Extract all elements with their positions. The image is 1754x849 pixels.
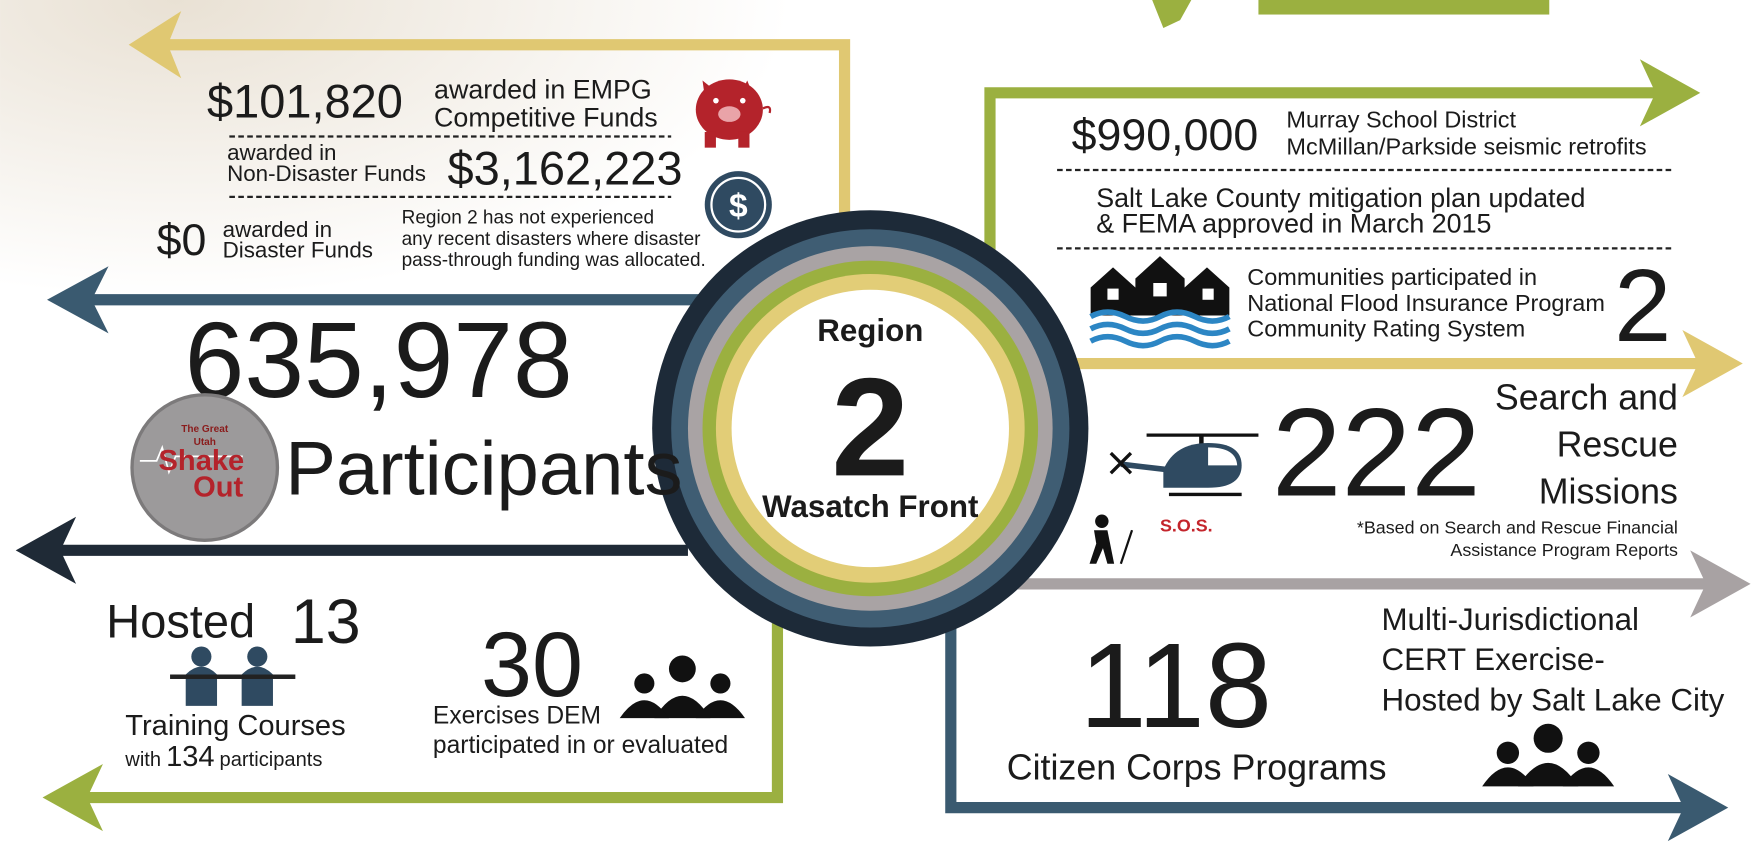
empg-label: awarded in EMPG [434,74,652,104]
text: participants [220,749,323,771]
dollar-symbol: $ [729,188,748,225]
sar-note: Assistance Program Reports [1450,540,1678,560]
retrofit-label: McMillan/Parkside seismic retrofits [1286,133,1646,159]
logo-text: The Great [181,424,229,435]
decor [1258,0,1549,15]
sar-count: 222 [1272,383,1481,523]
disaster-amount: $0 [157,215,207,265]
disaster-note: any recent disasters where disaster [402,229,702,250]
nfip-text: National Flood Insurance Program [1247,290,1605,316]
disaster-note: pass-through funding was allocated. [402,250,706,271]
disaster-label: Disaster Funds [223,237,373,262]
sos-text: S.O.S. [1160,515,1213,535]
nfip-count: 2 [1614,248,1671,363]
exercises-label: participated in or evaluated [433,732,728,759]
center-number: 2 [831,348,909,505]
cert-text: Multi-Jurisdictional [1381,602,1639,637]
empg-label: Competitive Funds [434,102,658,132]
nfip-text: Communities participated in [1247,264,1537,290]
training-count: 13 [291,587,361,657]
cert-label: Citizen Corps Programs [1007,748,1387,788]
sar-label: Missions [1539,471,1678,511]
sar-note: *Based on Search and Rescue Financial [1357,518,1678,538]
center-subtitle: Wasatch Front [762,489,979,524]
shakeout-number: 635,978 [185,300,573,420]
shakeout-label: Participants [285,426,682,511]
nondisaster-amount: $3,162,223 [447,142,682,195]
training-label: Training Courses [125,710,345,742]
cert-text: CERT Exercise- [1381,642,1604,677]
retrofit-amount: $990,000 [1072,110,1259,160]
cert-count: 118 [1079,618,1272,753]
dollar-icon: $ [705,171,772,238]
training-hosted: Hosted [106,595,255,648]
nfip-text: Community Rating System [1247,316,1525,342]
sar-label: Search and [1495,377,1678,417]
exercises-count: 30 [481,614,583,716]
nondisaster-label: Non-Disaster Funds [227,161,426,186]
plan-text: & FEMA approved in March 2015 [1096,209,1491,239]
participant-count: 134 [166,741,215,773]
center-title: Region [817,313,923,348]
exercises-label: Exercises DEM [433,703,601,730]
text: with [124,749,161,771]
cert-text: Hosted by Salt Lake City [1381,682,1724,717]
infographic: Region 2 Wasatch Front $101,820 awarded … [0,0,1754,849]
disaster-note: Region 2 has not experienced [402,208,654,229]
sar-label: Rescue [1557,424,1678,464]
logo-text: Out [193,472,243,504]
page: { "center": {"line1": "Region", "number"… [0,0,1754,849]
shakeout-logo: The Great Utah Shake Out [132,395,277,540]
empg-amount: $101,820 [207,74,403,127]
retrofit-label: Murray School District [1286,107,1516,133]
